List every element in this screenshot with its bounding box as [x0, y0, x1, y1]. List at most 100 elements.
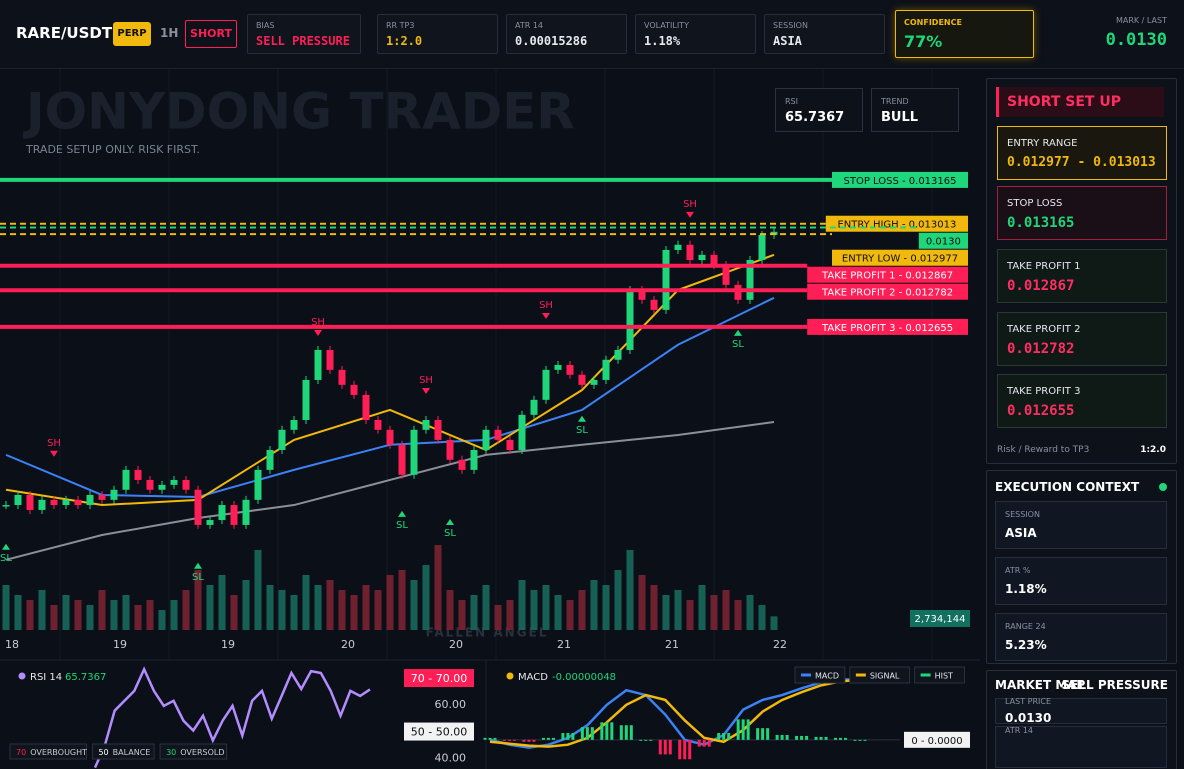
volume-bar — [734, 600, 742, 630]
volume-bar — [542, 585, 550, 630]
panel-title: RSI 14 — [30, 672, 62, 683]
volume-bar — [662, 595, 670, 630]
hist-bar — [502, 739, 506, 741]
swing-label: SH — [47, 438, 61, 449]
hist-bar — [522, 739, 526, 742]
volume-bar — [62, 595, 70, 630]
candle — [578, 374, 586, 385]
stat-value: 1:2.0 — [386, 34, 423, 48]
stat: RR TP3 1:2.0 — [377, 14, 498, 54]
hist-bar — [805, 735, 809, 740]
level-tag — [807, 318, 968, 335]
volume-bar — [554, 595, 562, 630]
candle — [734, 284, 742, 300]
candle — [626, 290, 634, 350]
hist-bar — [717, 733, 721, 740]
legend-key: 30 — [166, 748, 176, 757]
chart-subtitle: TRADE SETUP ONLY. RISK FIRST. — [25, 143, 200, 156]
hist-bar — [741, 719, 745, 740]
volume-bar — [698, 585, 706, 630]
candle — [350, 384, 358, 395]
stat-value: SELL PRESSURE — [256, 34, 350, 48]
candle — [254, 469, 262, 500]
volume-tag — [910, 610, 970, 627]
card-label: TAKE PROFIT 1 — [1007, 261, 1081, 272]
row-label: LAST PRICE — [1005, 697, 1052, 706]
chart-area: JONYDONG TRADER TRADE SETUP ONLY. RISK FI… — [0, 68, 980, 769]
volume-bar — [26, 600, 34, 630]
volume-bar — [422, 565, 430, 630]
volume-bar — [650, 585, 658, 630]
candle — [26, 494, 34, 510]
candle — [194, 489, 202, 525]
hist-bar — [736, 719, 740, 740]
level-label: TAKE PROFIT 2 - 0.012782 — [821, 288, 953, 299]
stat-value: 0.00015286 — [515, 34, 588, 48]
candle — [458, 459, 466, 470]
volume-bar — [638, 575, 646, 630]
volume-bar — [230, 595, 238, 630]
card-label: RANGE 24 — [1005, 622, 1046, 631]
status-dot — [1159, 483, 1167, 491]
header: RARE/USDT PERP 1H SHORT BIAS SELL PRESSUR… — [0, 0, 1184, 69]
stat: BIAS SELL PRESSURE — [247, 14, 361, 54]
volume-bar — [146, 600, 154, 630]
setup-card: ENTRY RANGE 0.012977 - 0.013013 — [997, 126, 1167, 180]
volume-bar — [290, 595, 298, 630]
volume-bar — [506, 600, 514, 630]
card-value: 1.18% — [1005, 582, 1047, 596]
candle — [314, 349, 322, 380]
market-map-status: SELL PRESSURE — [1061, 678, 1168, 692]
volume-bar — [710, 595, 718, 630]
swing-marker: SL — [0, 543, 12, 564]
swing-marker: SH — [419, 375, 433, 394]
swing-arrow — [50, 450, 58, 457]
symbol: RARE/USDT — [16, 24, 113, 42]
swing-label: SL — [0, 553, 12, 564]
legend-item: HIST — [935, 672, 953, 681]
timeframe[interactable]: 1H — [160, 26, 179, 40]
candle — [422, 420, 430, 430]
legend-box — [9, 743, 87, 760]
swing-label: SL — [192, 572, 204, 583]
candle — [74, 499, 82, 506]
hist-bar — [610, 722, 614, 740]
execution-card: ATR % 1.18% — [995, 557, 1167, 605]
legend-box — [91, 743, 155, 760]
hist-bar — [624, 725, 628, 740]
chart-bg — [0, 68, 980, 660]
badge: PERP — [113, 22, 151, 46]
hist-bar — [775, 734, 779, 740]
mark-label: MARK / LAST — [1115, 16, 1167, 25]
setup-title: SHORT SET UP — [996, 87, 1164, 117]
legend-box — [849, 666, 911, 684]
candle — [230, 505, 238, 525]
panel-title: MACD — [518, 672, 548, 683]
row-value: 0.0130 — [1005, 711, 1052, 725]
legend-item: 70 OVERBOUGHT — [16, 748, 87, 757]
volume-bar — [614, 570, 622, 630]
legend-key: 50 — [98, 748, 108, 757]
candle — [62, 499, 70, 506]
hist-bar — [512, 739, 516, 741]
setup-card: TAKE PROFIT 3 0.012655 — [997, 374, 1167, 428]
volume-bar — [482, 585, 490, 630]
overlay-box: RSI 65.7367 — [775, 88, 863, 132]
overlay-label: RSI — [785, 97, 798, 106]
y-tick-label: 40.00 — [435, 751, 467, 764]
candle — [374, 420, 382, 430]
candle — [266, 449, 274, 470]
candle — [158, 484, 166, 490]
volume-bar — [590, 580, 598, 630]
legend-dot — [506, 672, 514, 680]
swing-marker: SH — [539, 300, 553, 320]
candle — [362, 394, 370, 421]
candle — [446, 439, 454, 460]
y-tick-label: 60.00 — [435, 698, 467, 711]
swing-marker: SL — [444, 519, 456, 539]
candle — [506, 439, 514, 450]
candle — [290, 420, 298, 430]
hist-bar — [819, 736, 823, 740]
volume-bar — [434, 545, 442, 630]
candle — [494, 429, 502, 440]
